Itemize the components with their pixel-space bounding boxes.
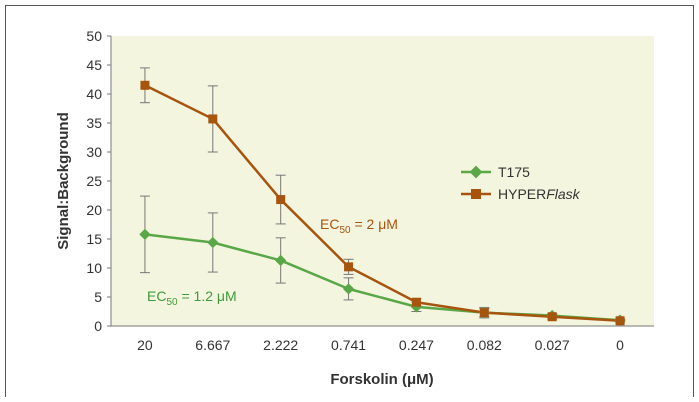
- legend-label-t175: T175: [498, 164, 530, 180]
- y-tick-label: 10: [86, 260, 102, 276]
- data-point-diamond: [275, 254, 287, 267]
- ec50-annotation-t175: EC50 = 1.2 μM: [147, 288, 237, 308]
- y-tick-label: 40: [86, 86, 102, 102]
- x-tick-label: 0.247: [399, 337, 434, 353]
- series-line-1: [144, 84, 621, 323]
- data-point-diamond: [139, 228, 151, 241]
- x-axis-title: Forskolin (μM): [330, 371, 433, 388]
- data-point-square: [615, 316, 625, 326]
- legend-marker-t175: [469, 165, 483, 179]
- x-tick-label: 0: [616, 337, 624, 353]
- data-point-square: [140, 80, 150, 90]
- y-tick-labels: 0 5 10 15 20 25 30 35 40 45 50: [86, 28, 111, 334]
- data-point-square: [344, 262, 354, 272]
- y-tick-label: 15: [86, 231, 102, 247]
- x-tick-label: 20: [137, 337, 153, 353]
- data-point-diamond: [342, 283, 355, 295]
- legend-item-t175: T175: [461, 164, 530, 180]
- data-point-square: [411, 297, 421, 307]
- y-axis-title: Signal:Background: [55, 112, 72, 250]
- x-tick-label: 0.027: [535, 337, 570, 353]
- legend-label-hyperflask: HYPERFlask: [498, 186, 581, 202]
- series-layer: [139, 67, 626, 326]
- x-tick-label: 0.741: [331, 337, 366, 353]
- data-point-square: [276, 195, 286, 205]
- y-tick-label: 45: [86, 57, 102, 73]
- legend: T175 HYPERFlask: [461, 164, 581, 202]
- y-tick-label: 35: [86, 115, 102, 131]
- plot-area: [111, 36, 654, 326]
- x-tick-label: 0.082: [467, 337, 502, 353]
- x-tick-labels: 20 6.667 2.222 0.741 0.247 0.082 0.027 0: [137, 337, 624, 353]
- y-tick-label: 20: [86, 202, 102, 218]
- legend-marker-hyperflask: [471, 189, 481, 199]
- y-tick-label: 0: [94, 318, 102, 334]
- legend-item-hyperflask: HYPERFlask: [461, 186, 581, 202]
- data-point-square: [547, 312, 557, 322]
- data-point-square: [479, 308, 489, 318]
- y-tick-label: 25: [86, 173, 102, 189]
- y-tick-label: 30: [86, 144, 102, 160]
- y-tick-label: 5: [94, 289, 102, 305]
- y-tick-label: 50: [86, 28, 102, 44]
- x-tick-label: 2.222: [263, 337, 298, 353]
- chart-border: [5, 5, 694, 397]
- data-point-diamond: [207, 236, 219, 249]
- data-point-square: [208, 114, 218, 124]
- ec50-annotation-hyperflask: EC50 = 2 μM: [320, 216, 398, 236]
- x-tick-label: 6.667: [195, 337, 230, 353]
